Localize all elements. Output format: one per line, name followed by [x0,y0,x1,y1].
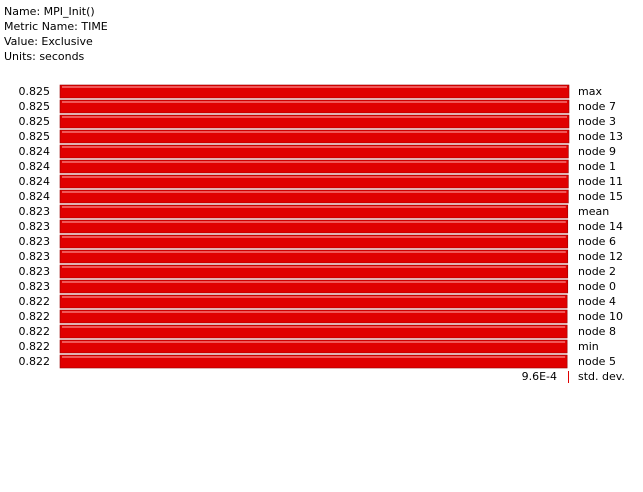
bar [59,159,569,174]
bar [59,129,570,144]
value-label: 0.825 [19,85,51,98]
category-label: node 15 [578,190,623,203]
category-label: node 9 [578,145,616,158]
value-label: 0.825 [19,130,51,143]
category-label: node 10 [578,310,623,323]
value-label: 0.824 [19,160,51,173]
bar [59,234,569,249]
bar-row: 0.822 node 4 [19,294,616,309]
value-label: 0.824 [19,145,51,158]
bar [59,294,568,309]
value-label: 0.825 [19,115,51,128]
category-label: node 8 [578,325,616,338]
value-label: 0.824 [19,175,51,188]
bar [59,144,569,159]
value-label: 0.823 [19,280,51,293]
bar [59,84,570,99]
bar [59,189,569,204]
value-label: 0.823 [19,250,51,263]
value-label: 0.822 [19,355,51,368]
category-label: mean [578,205,609,218]
bar [59,264,569,279]
value-label: 0.824 [19,190,51,203]
bar [59,309,568,324]
value-label: 0.822 [19,295,51,308]
value-label: 0.823 [19,265,51,278]
category-label: node 4 [578,295,616,308]
metric-header: Name: MPI_Init() Metric Name: TIME Value… [4,4,108,64]
bar-row: 0.823 node 6 [19,234,616,249]
value-type: Value: Exclusive [4,35,93,48]
category-label: max [578,85,602,98]
bar-row: 0.822 node 8 [19,324,616,339]
bar [59,174,569,189]
bar [59,339,568,354]
category-label: node 5 [578,355,616,368]
bar-row: 0.824 node 15 [19,189,623,204]
value-label: 0.825 [19,100,51,113]
bar-row: 0.824 node 9 [19,144,616,159]
value-label: 0.822 [19,325,51,338]
category-label: node 6 [578,235,616,248]
bar-row: 0.823 node 0 [19,279,616,294]
bar-row: 0.823 node 2 [19,264,616,279]
category-label: node 7 [578,100,616,113]
bar-row: 0.822 node 5 [19,354,616,369]
bar-row: 0.823 node 14 [19,219,623,234]
category-label: node 13 [578,130,623,143]
bar [59,99,570,114]
std-dev-value: 9.6E-4 [522,370,557,383]
units: Units: seconds [4,50,85,63]
category-label: node 11 [578,175,623,188]
bar [59,324,568,339]
category-label: node 1 [578,160,616,173]
category-label: min [578,340,599,353]
category-label: node 14 [578,220,623,233]
value-label: 0.823 [19,235,51,248]
metric-name: Metric Name: TIME [4,20,108,33]
bar [59,114,570,129]
bar-row: 0.825 node 3 [19,114,616,129]
bar-row: 0.822 node 10 [19,309,623,324]
category-label: node 2 [578,265,616,278]
bar [59,279,569,294]
std-dev-row: 9.6E-4 std. dev. [522,370,625,383]
bar-row: 0.825 node 13 [19,129,623,144]
value-label: 0.823 [19,205,51,218]
bar-row: 0.825 max [19,84,602,99]
bar-row: 0.824 node 1 [19,159,616,174]
bar-row: 0.823 node 12 [19,249,623,264]
std-dev-bar [568,371,569,383]
bar-row: 0.825 node 7 [19,99,616,114]
bar-row: 0.823 mean [19,204,609,219]
bar-row: 0.824 node 11 [19,174,623,189]
bar [59,354,568,369]
value-label: 0.823 [19,220,51,233]
function-name: Name: MPI_Init() [4,5,95,18]
value-label: 0.822 [19,340,51,353]
value-label: 0.822 [19,310,51,323]
category-label: node 12 [578,250,623,263]
bar [59,249,569,264]
category-label: node 3 [578,115,616,128]
std-dev-label: std. dev. [578,370,625,383]
bar [59,219,569,234]
bar-row: 0.822 min [19,339,599,354]
bar [59,204,569,219]
category-label: node 0 [578,280,616,293]
